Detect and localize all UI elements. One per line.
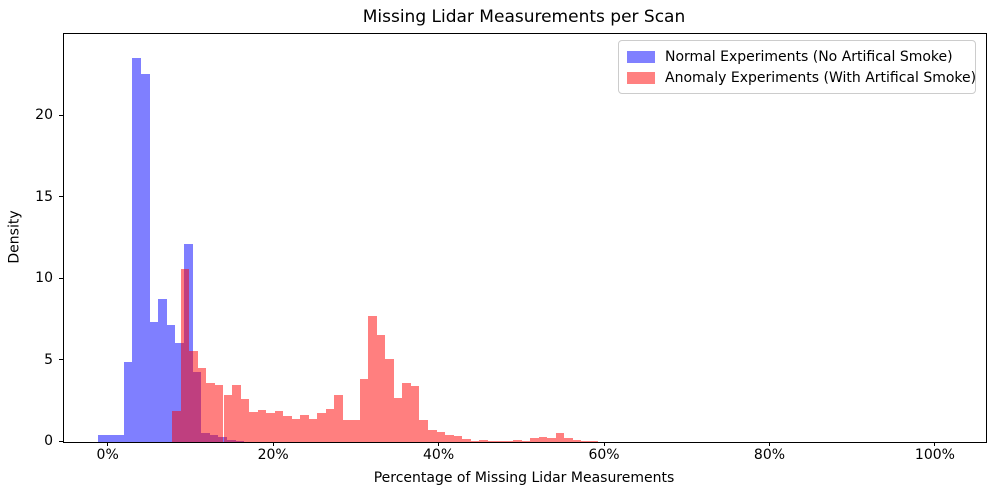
x-tick-mark (934, 442, 936, 446)
histogram-bar (410, 386, 420, 442)
histogram-bar (572, 440, 582, 442)
histogram-bar (342, 420, 352, 442)
histogram-bar (393, 398, 403, 442)
histogram-bar (132, 57, 141, 442)
legend-label: Normal Experiments (No Artifical Smoke) (665, 48, 953, 65)
x-tick-mark (272, 442, 274, 446)
x-tick-label: 40% (423, 447, 455, 463)
histogram-bar (436, 432, 446, 442)
histogram-bar (249, 412, 258, 442)
histogram-bar (180, 269, 190, 442)
histogram-bar (325, 408, 335, 442)
x-tick-mark (438, 442, 440, 446)
histogram-bar (98, 434, 107, 442)
y-tick-mark (59, 196, 63, 198)
histogram-bar (257, 409, 267, 442)
y-tick-mark (59, 114, 63, 116)
x-tick-label: 60% (588, 447, 620, 463)
x-tick-label: 100% (914, 447, 955, 463)
legend: Normal Experiments (No Artifical Smoke) A… (618, 40, 976, 94)
histogram-bar (115, 435, 124, 442)
histogram-bar (317, 413, 326, 442)
histogram-bar (175, 343, 184, 442)
histogram-bar (402, 383, 411, 442)
histogram-bar (158, 298, 167, 442)
histogram-bar (283, 416, 292, 442)
chart-title: Missing Lidar Measurements per Scan (362, 7, 686, 27)
x-tick-mark (603, 442, 605, 446)
x-axis-label: Percentage of Missing Lidar Measurements (373, 470, 675, 486)
histogram-bar (581, 440, 590, 442)
histogram-bar (266, 413, 275, 442)
legend-swatch (627, 50, 655, 63)
histogram-bar (334, 394, 343, 442)
histogram-bar (564, 438, 573, 442)
histogram-bar (385, 358, 394, 442)
histogram-bar (232, 385, 241, 442)
histogram-bar (141, 74, 150, 442)
histogram-bar (504, 441, 514, 442)
histogram-bar (521, 441, 531, 442)
histogram-bar (149, 322, 159, 442)
histogram-bar (240, 398, 250, 442)
y-tick-label: 0 (44, 433, 53, 449)
legend-swatch (627, 71, 655, 84)
x-tick-label: 80% (753, 447, 786, 463)
histogram-bar (166, 324, 176, 442)
histogram-bar (547, 438, 556, 442)
histogram-bar (428, 429, 437, 442)
histogram-bar (197, 367, 207, 442)
histogram-bar (214, 385, 224, 442)
histogram-bar (487, 441, 497, 442)
histogram-bar (291, 418, 301, 442)
histogram-bar (496, 441, 505, 442)
y-tick-label: 20 (35, 107, 53, 124)
histogram-bar (189, 351, 198, 442)
histogram-bar (479, 439, 488, 442)
y-axis-label: Density (7, 210, 24, 264)
legend-item: Anomaly Experiments (With Artifical Smok… (627, 67, 976, 88)
histogram-bar (351, 419, 360, 442)
histogram-bar (376, 334, 386, 442)
x-tick-mark (107, 442, 109, 446)
legend-label: Anomaly Experiments (With Artifical Smok… (665, 69, 977, 86)
histogram-bar (308, 418, 318, 442)
x-tick-label: 0% (96, 447, 119, 463)
histogram-bar (453, 435, 463, 442)
y-tick-label: 15 (35, 188, 53, 205)
histogram-bar (106, 434, 116, 442)
histogram-bar (589, 441, 599, 442)
histogram-bar (223, 394, 233, 442)
plot-area (63, 33, 987, 443)
x-tick-label: 20% (257, 447, 289, 463)
histogram-bar (123, 362, 133, 442)
histogram-bar (300, 415, 309, 442)
y-tick-mark (59, 359, 63, 361)
series-layer-1 (64, 34, 986, 442)
histogram-bar (513, 439, 522, 442)
y-tick-label: 10 (35, 270, 53, 287)
x-tick-mark (768, 442, 770, 446)
y-tick-mark (59, 277, 63, 279)
y-axis-label-container: Density (6, 33, 24, 441)
histogram-bar (470, 440, 480, 442)
histogram-bar (555, 433, 565, 442)
histogram-bar (462, 439, 471, 442)
histogram-bar (445, 434, 454, 442)
histogram-bar (172, 411, 181, 442)
histogram-bar (206, 383, 215, 442)
histogram-bar (538, 437, 548, 442)
legend-item: Normal Experiments (No Artifical Smoke) (627, 46, 969, 67)
y-tick-label: 5 (44, 351, 53, 368)
y-tick-mark (59, 440, 63, 442)
histogram-bar (368, 315, 377, 442)
histogram-bar (530, 438, 539, 442)
histogram-bar (419, 419, 428, 442)
histogram-bar (359, 379, 369, 442)
histogram-bar (274, 410, 284, 442)
